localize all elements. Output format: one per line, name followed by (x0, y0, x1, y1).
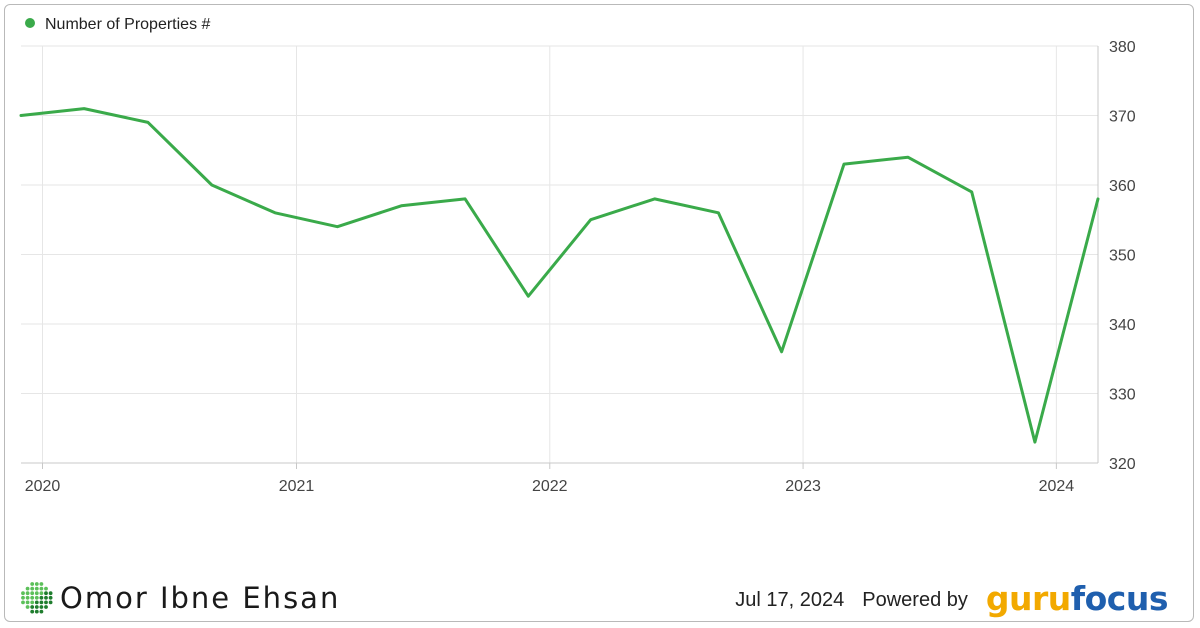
brand-part-2: focus (1070, 578, 1169, 618)
chart-frame (4, 4, 1194, 622)
x-tick-label: 2022 (532, 478, 568, 495)
x-tick-label: 2023 (785, 478, 821, 495)
y-tick-label: 320 (1109, 456, 1136, 473)
data-point[interactable] (838, 158, 850, 170)
x-tick-label: 2024 (1039, 478, 1075, 495)
y-axis-ticks: 320 330 340 350 360 370 380 (1109, 39, 1136, 473)
y-tick-label: 340 (1109, 317, 1136, 334)
x-tick-label: 2020 (25, 478, 61, 495)
data-point[interactable] (902, 151, 914, 163)
data-point[interactable] (269, 207, 281, 219)
chart-date: Jul 17, 2024 (735, 588, 845, 611)
data-point[interactable] (459, 193, 471, 205)
legend[interactable]: Number of Properties # (25, 16, 211, 33)
data-point[interactable] (78, 103, 90, 115)
author-block: Omor Ibne Ehsan (20, 578, 340, 618)
powered-by-label: Powered by (862, 588, 968, 611)
y-tick-label: 360 (1109, 178, 1136, 195)
y-tick-label: 350 (1109, 248, 1136, 265)
legend-label[interactable]: Number of Properties # (45, 16, 211, 33)
data-point[interactable] (966, 186, 978, 198)
grid (21, 45, 1099, 469)
legend-marker (25, 18, 35, 28)
data-point[interactable] (776, 346, 788, 358)
y-tick-label: 330 (1109, 387, 1136, 404)
data-point[interactable] (142, 116, 154, 128)
brand-part-1: guru (985, 578, 1071, 618)
gurufocus-logo[interactable]: gurufocus (985, 578, 1169, 618)
data-point[interactable] (206, 179, 218, 191)
data-point[interactable] (1029, 436, 1041, 448)
data-point[interactable] (585, 214, 597, 226)
series-layer (15, 103, 1104, 448)
data-point[interactable] (522, 290, 534, 302)
data-point[interactable] (15, 110, 27, 122)
data-point[interactable] (1092, 193, 1104, 205)
data-point[interactable] (712, 207, 724, 219)
x-tick-label: 2021 (279, 478, 315, 495)
y-tick-label: 370 (1109, 109, 1136, 126)
data-point[interactable] (331, 221, 343, 233)
author-name: Omor Ibne Ehsan (60, 581, 341, 615)
data-point[interactable] (395, 200, 407, 212)
series-line[interactable] (19, 107, 1100, 444)
x-axis-ticks: 2020 2021 2022 2023 2024 (25, 478, 1075, 495)
footer-right: Jul 17, 2024 Powered by gurufocus (735, 578, 1169, 620)
data-point[interactable] (649, 193, 661, 205)
y-tick-label: 380 (1109, 39, 1136, 56)
globe-logo-icon (21, 582, 53, 614)
